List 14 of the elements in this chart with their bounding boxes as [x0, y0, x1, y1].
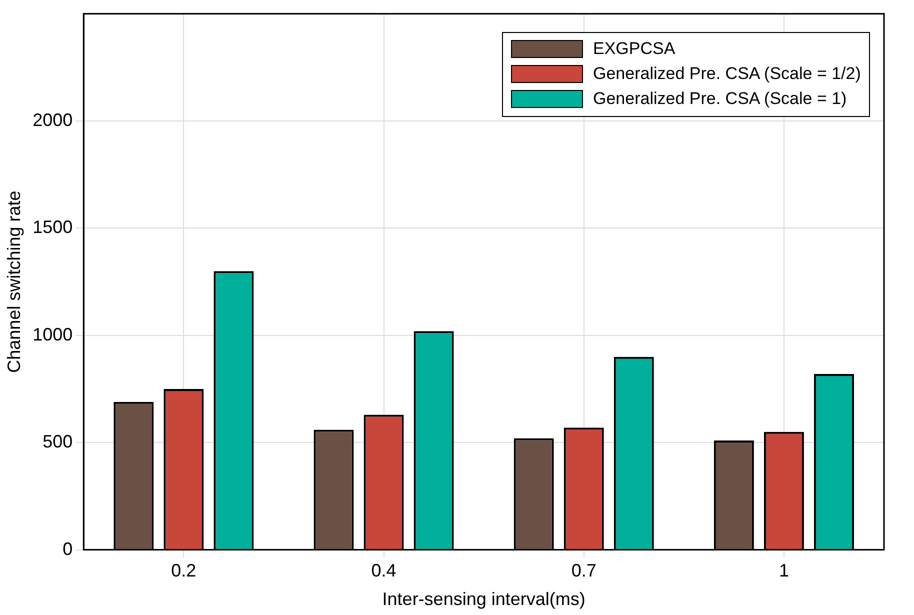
legend-label: Generalized Pre. CSA (Scale = 1/2) [593, 64, 861, 84]
x-tick-label: 0.4 [371, 560, 396, 581]
y-tick-label: 500 [42, 432, 73, 452]
legend-label: EXGPCSA [593, 39, 676, 60]
y-tick-label: 2000 [32, 110, 73, 130]
x-tick-label: 0.2 [171, 560, 196, 581]
x-axis-title: Inter-sensing interval(ms) [382, 589, 586, 610]
y-tick-label: 1000 [32, 324, 73, 344]
y-tick-label: 1500 [32, 217, 73, 238]
x-tick-label: 0.7 [571, 560, 596, 581]
x-tick-label: 1 [778, 560, 789, 581]
y-axis-title: Channel switching rate [4, 190, 24, 373]
y-tick-label: 0 [62, 538, 73, 559]
legend-label: Generalized Pre. CSA (Scale = 1) [593, 89, 847, 110]
